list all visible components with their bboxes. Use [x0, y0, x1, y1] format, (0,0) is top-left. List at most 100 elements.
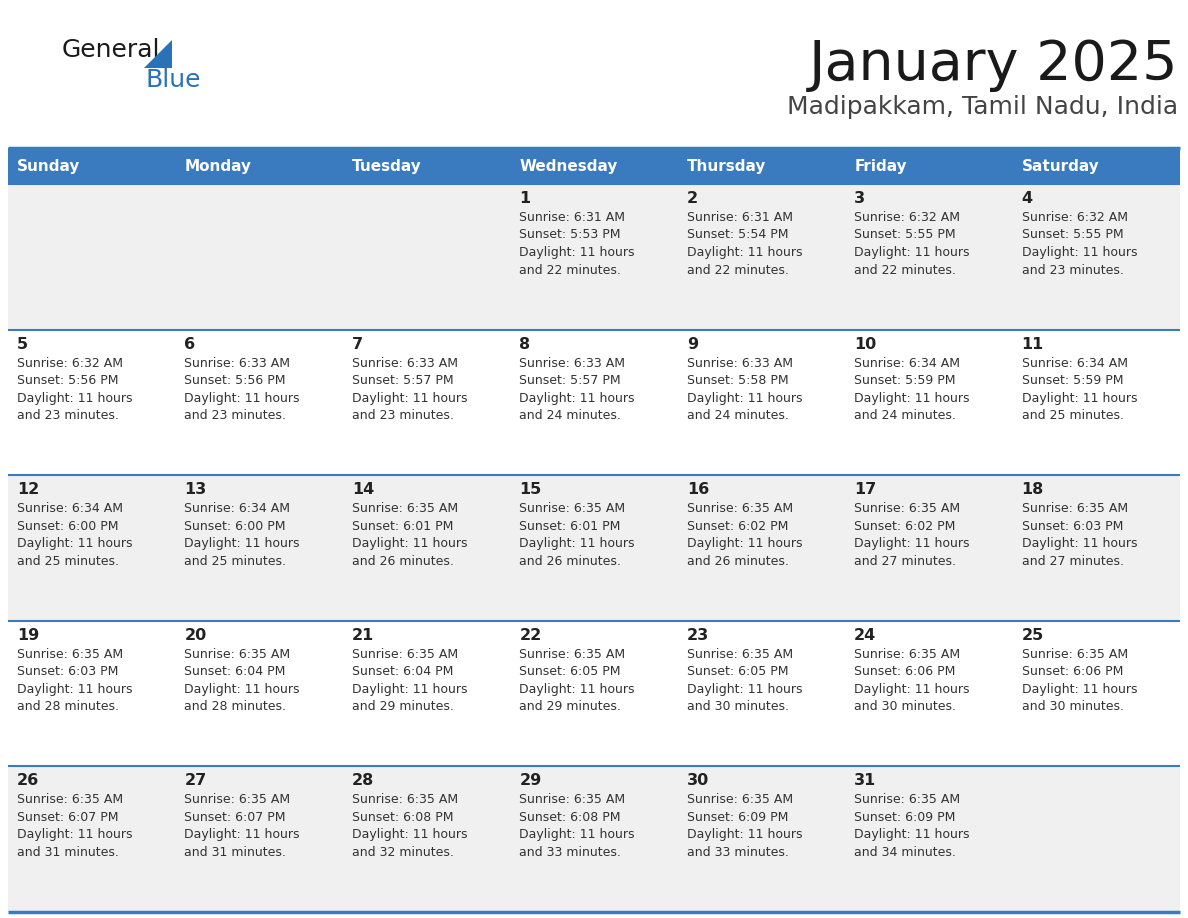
Text: 19: 19 [17, 628, 39, 643]
Text: Sunrise: 6:35 AM: Sunrise: 6:35 AM [352, 502, 459, 515]
Text: Daylight: 11 hours: Daylight: 11 hours [352, 683, 467, 696]
Text: Sunrise: 6:33 AM: Sunrise: 6:33 AM [352, 356, 457, 370]
Text: Sunset: 6:09 PM: Sunset: 6:09 PM [854, 811, 955, 823]
Text: and 25 minutes.: and 25 minutes. [17, 554, 119, 567]
Bar [8, 621, 1180, 767]
Text: 22: 22 [519, 628, 542, 643]
Text: 6: 6 [184, 337, 196, 352]
Text: and 31 minutes.: and 31 minutes. [184, 845, 286, 859]
Text: Sunset: 6:00 PM: Sunset: 6:00 PM [184, 520, 286, 532]
Text: Daylight: 11 hours: Daylight: 11 hours [687, 537, 802, 550]
Text: 4: 4 [1022, 191, 1032, 206]
Text: Sunrise: 6:34 AM: Sunrise: 6:34 AM [854, 356, 960, 370]
Text: Daylight: 11 hours: Daylight: 11 hours [184, 392, 299, 405]
Text: and 28 minutes.: and 28 minutes. [17, 700, 119, 713]
Text: Sunset: 6:04 PM: Sunset: 6:04 PM [352, 666, 454, 678]
Text: 30: 30 [687, 773, 709, 789]
Text: 26: 26 [17, 773, 39, 789]
Text: 8: 8 [519, 337, 530, 352]
Text: Wednesday: Wednesday [519, 159, 618, 174]
Text: Sunset: 5:55 PM: Sunset: 5:55 PM [854, 229, 956, 241]
Bar [8, 148, 1180, 184]
Text: 28: 28 [352, 773, 374, 789]
Text: Sunrise: 6:35 AM: Sunrise: 6:35 AM [352, 793, 459, 806]
Text: Sunrise: 6:35 AM: Sunrise: 6:35 AM [854, 502, 960, 515]
Text: 25: 25 [1022, 628, 1044, 643]
Text: Sunrise: 6:35 AM: Sunrise: 6:35 AM [519, 502, 625, 515]
Text: 3: 3 [854, 191, 865, 206]
Text: 18: 18 [1022, 482, 1044, 498]
Text: Sunrise: 6:35 AM: Sunrise: 6:35 AM [17, 648, 124, 661]
Text: and 33 minutes.: and 33 minutes. [687, 845, 789, 859]
Text: 5: 5 [17, 337, 29, 352]
Text: Daylight: 11 hours: Daylight: 11 hours [519, 683, 634, 696]
Text: Sunset: 5:56 PM: Sunset: 5:56 PM [17, 375, 119, 387]
Text: Sunset: 6:06 PM: Sunset: 6:06 PM [1022, 666, 1123, 678]
Text: Sunrise: 6:35 AM: Sunrise: 6:35 AM [17, 793, 124, 806]
Text: Sunset: 6:05 PM: Sunset: 6:05 PM [519, 666, 621, 678]
Text: Sunset: 6:07 PM: Sunset: 6:07 PM [184, 811, 286, 823]
Text: Sunrise: 6:34 AM: Sunrise: 6:34 AM [1022, 356, 1127, 370]
Text: 11: 11 [1022, 337, 1044, 352]
Text: and 30 minutes.: and 30 minutes. [854, 700, 956, 713]
Text: Blue: Blue [146, 68, 202, 92]
Text: Daylight: 11 hours: Daylight: 11 hours [1022, 683, 1137, 696]
Text: Sunset: 6:00 PM: Sunset: 6:00 PM [17, 520, 119, 532]
Polygon shape [144, 40, 172, 68]
Text: Sunrise: 6:35 AM: Sunrise: 6:35 AM [687, 648, 792, 661]
Text: Daylight: 11 hours: Daylight: 11 hours [854, 537, 969, 550]
Text: Sunset: 6:02 PM: Sunset: 6:02 PM [687, 520, 788, 532]
Text: 12: 12 [17, 482, 39, 498]
Text: Sunrise: 6:32 AM: Sunrise: 6:32 AM [17, 356, 124, 370]
Text: Daylight: 11 hours: Daylight: 11 hours [17, 392, 133, 405]
Text: and 29 minutes.: and 29 minutes. [352, 700, 454, 713]
Text: Daylight: 11 hours: Daylight: 11 hours [1022, 537, 1137, 550]
Text: and 23 minutes.: and 23 minutes. [184, 409, 286, 422]
Text: Sunrise: 6:35 AM: Sunrise: 6:35 AM [1022, 502, 1127, 515]
Text: Daylight: 11 hours: Daylight: 11 hours [184, 683, 299, 696]
Text: and 30 minutes.: and 30 minutes. [687, 700, 789, 713]
Text: and 23 minutes.: and 23 minutes. [17, 409, 119, 422]
Text: 15: 15 [519, 482, 542, 498]
Text: Sunday: Sunday [17, 159, 81, 174]
Text: 7: 7 [352, 337, 364, 352]
Text: Sunset: 6:08 PM: Sunset: 6:08 PM [352, 811, 454, 823]
Text: Daylight: 11 hours: Daylight: 11 hours [687, 392, 802, 405]
Text: Daylight: 11 hours: Daylight: 11 hours [519, 828, 634, 842]
Text: Sunrise: 6:33 AM: Sunrise: 6:33 AM [687, 356, 792, 370]
Text: Sunrise: 6:35 AM: Sunrise: 6:35 AM [519, 793, 625, 806]
Text: Sunset: 6:09 PM: Sunset: 6:09 PM [687, 811, 788, 823]
Text: Daylight: 11 hours: Daylight: 11 hours [687, 683, 802, 696]
Text: and 27 minutes.: and 27 minutes. [854, 554, 956, 567]
Text: Sunset: 6:04 PM: Sunset: 6:04 PM [184, 666, 286, 678]
Text: Sunset: 5:53 PM: Sunset: 5:53 PM [519, 229, 621, 241]
Text: Sunset: 6:02 PM: Sunset: 6:02 PM [854, 520, 955, 532]
Text: Daylight: 11 hours: Daylight: 11 hours [687, 828, 802, 842]
Text: Daylight: 11 hours: Daylight: 11 hours [1022, 392, 1137, 405]
Text: Sunset: 5:56 PM: Sunset: 5:56 PM [184, 375, 286, 387]
Text: Sunset: 5:58 PM: Sunset: 5:58 PM [687, 375, 789, 387]
Text: Daylight: 11 hours: Daylight: 11 hours [184, 828, 299, 842]
Text: Daylight: 11 hours: Daylight: 11 hours [352, 537, 467, 550]
Bar [8, 184, 1180, 330]
Text: Daylight: 11 hours: Daylight: 11 hours [17, 683, 133, 696]
Text: Sunrise: 6:35 AM: Sunrise: 6:35 AM [854, 648, 960, 661]
Text: Sunrise: 6:35 AM: Sunrise: 6:35 AM [854, 793, 960, 806]
Text: and 23 minutes.: and 23 minutes. [1022, 263, 1124, 276]
Text: and 24 minutes.: and 24 minutes. [687, 409, 789, 422]
Text: 2: 2 [687, 191, 697, 206]
Text: Sunrise: 6:34 AM: Sunrise: 6:34 AM [184, 502, 290, 515]
Bar [8, 330, 1180, 476]
Text: Daylight: 11 hours: Daylight: 11 hours [854, 392, 969, 405]
Text: Sunrise: 6:32 AM: Sunrise: 6:32 AM [854, 211, 960, 224]
Text: 29: 29 [519, 773, 542, 789]
Text: Sunset: 5:59 PM: Sunset: 5:59 PM [1022, 375, 1123, 387]
Text: General: General [62, 38, 160, 62]
Text: Sunrise: 6:35 AM: Sunrise: 6:35 AM [687, 793, 792, 806]
Text: 20: 20 [184, 628, 207, 643]
Text: Madipakkam, Tamil Nadu, India: Madipakkam, Tamil Nadu, India [786, 95, 1178, 119]
Text: Sunset: 6:01 PM: Sunset: 6:01 PM [352, 520, 454, 532]
Text: and 22 minutes.: and 22 minutes. [687, 263, 789, 276]
Text: Sunset: 5:57 PM: Sunset: 5:57 PM [352, 375, 454, 387]
Text: and 29 minutes.: and 29 minutes. [519, 700, 621, 713]
